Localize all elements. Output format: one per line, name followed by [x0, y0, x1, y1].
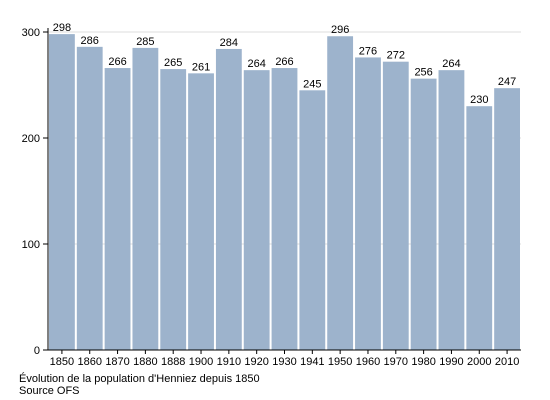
bar-1860	[76, 46, 103, 351]
x-tick-label-1880: 1880	[133, 356, 157, 368]
data-label-2000: 230	[470, 94, 488, 106]
bar-1950	[327, 36, 354, 351]
data-label-1850: 298	[53, 22, 71, 34]
bars	[49, 34, 520, 351]
chart-caption-title: Évolution de la population d'Henniez dep…	[19, 373, 260, 385]
x-tick-label-2000: 2000	[467, 356, 491, 368]
x-tick-label-2010: 2010	[495, 356, 519, 368]
bar-1870	[104, 68, 131, 350]
x-tick-label-1980: 1980	[411, 356, 435, 368]
x-tick-label-1920: 1920	[244, 356, 268, 368]
data-label-2010: 247	[498, 76, 516, 88]
x-tick-label-1870: 1870	[105, 356, 129, 368]
data-label-1880: 285	[136, 36, 154, 48]
bar-1990	[438, 70, 465, 350]
y-tick-label: 0	[34, 345, 40, 357]
bar-1910	[215, 48, 242, 351]
data-label-1910: 284	[220, 37, 238, 49]
labels: 0 100 200 300 298 1850 286 1860 266 1870 285 1880 26…	[22, 22, 520, 368]
x-tick-label-1900: 1900	[189, 356, 213, 368]
x-tick-label-1910: 1910	[217, 356, 241, 368]
bar-1920	[243, 70, 270, 350]
x-tick-label-1970: 1970	[384, 356, 408, 368]
data-label-1860: 286	[81, 35, 99, 47]
bar-1850	[49, 34, 75, 351]
y-tick-label: 100	[22, 239, 40, 251]
data-label-1900: 261	[192, 61, 210, 73]
x-tick-label-1960: 1960	[356, 356, 380, 368]
bar-1970	[382, 61, 409, 351]
x-tick-label-1860: 1860	[77, 356, 101, 368]
bar-2000	[466, 106, 493, 350]
x-tick-label-1941: 1941	[300, 356, 324, 368]
data-label-1920: 264	[247, 58, 265, 70]
data-label-1950: 296	[331, 24, 349, 36]
y-tick-label: 300	[22, 27, 40, 39]
data-label-1930: 266	[275, 56, 293, 68]
data-label-1870: 266	[108, 56, 126, 68]
data-label-1990: 264	[442, 58, 460, 70]
bar-1900	[188, 73, 214, 350]
x-tick-label-1850: 1850	[50, 356, 74, 368]
x-tick-label-1930: 1930	[272, 356, 296, 368]
bar-1941	[299, 90, 326, 351]
bar-1930	[271, 68, 298, 350]
bar-1960	[355, 57, 381, 350]
x-tick-label-1990: 1990	[439, 356, 463, 368]
data-label-1960: 276	[359, 45, 377, 57]
bar-1980	[410, 78, 437, 350]
data-label-1941: 245	[303, 78, 321, 90]
chart-caption-source: Source OFS	[19, 385, 80, 397]
bar-1888	[160, 69, 187, 350]
axes	[43, 28, 521, 354]
data-label-1980: 256	[414, 67, 432, 79]
x-tick-label-1888: 1888	[161, 356, 185, 368]
data-label-1970: 272	[387, 50, 405, 62]
x-tick-label-1950: 1950	[328, 356, 352, 368]
bar-1880	[132, 47, 159, 351]
data-label-1888: 265	[164, 57, 182, 69]
bar-2010	[494, 88, 520, 351]
y-tick-label: 200	[22, 133, 40, 145]
